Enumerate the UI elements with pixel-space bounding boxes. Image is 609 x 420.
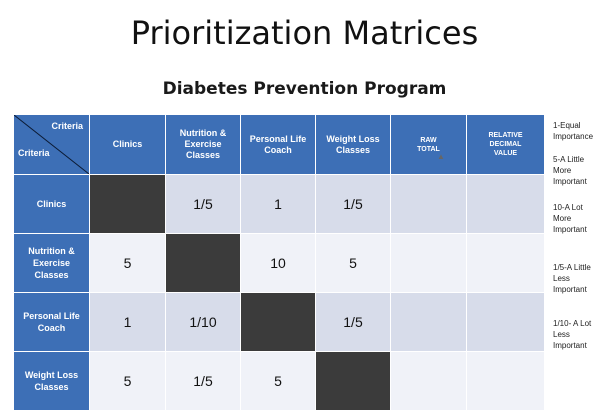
- mouse-cursor-icon: ▲: [437, 152, 445, 161]
- column-header-raw-total: RAW TOTAL: [390, 114, 467, 175]
- corner-label-columns: Criteria: [51, 121, 83, 131]
- relative-value-cell: [466, 233, 545, 293]
- table-row: Personal Life Coach 1 1/10 1/5: [13, 292, 545, 352]
- raw-total-cell: [390, 233, 467, 293]
- diagonal-cell: [89, 174, 166, 234]
- matrix-cell: 10: [240, 233, 316, 293]
- matrix-cell: 5: [240, 351, 316, 411]
- legend-item: 1/5-A Little Less Important: [553, 263, 591, 294]
- prioritization-matrix-table: Criteria Criteria Clinics Nutrition & Exe…: [13, 114, 545, 411]
- legend-item: 1/10- A Lot Less Important: [553, 319, 592, 350]
- legend-item: 1-Equal Importance: [553, 121, 594, 141]
- matrix-cell: 5: [315, 233, 391, 293]
- raw-total-cell: [390, 292, 467, 352]
- raw-total-cell: [390, 351, 467, 411]
- table-row: Weight Loss Classes 5 1/5 5: [13, 351, 545, 411]
- row-header-label: Weight Loss Classes: [24, 370, 79, 392]
- column-header-label: RAW TOTAL: [417, 136, 440, 153]
- table-row: Clinics 1/5 1 1/5: [13, 174, 545, 234]
- matrix-cell: 1: [240, 174, 316, 234]
- column-header-relative-decimal: RELATIVE DECIMAL VALUE: [466, 114, 545, 175]
- column-header-clinics: Clinics: [89, 114, 166, 175]
- matrix-cell: 1/10: [165, 292, 241, 352]
- diagonal-cell: [315, 351, 391, 411]
- matrix-cell: 1/5: [315, 174, 391, 234]
- row-header-label: Clinics: [36, 199, 67, 209]
- matrix-cell: 1/5: [165, 174, 241, 234]
- matrix-cell: 5: [89, 351, 166, 411]
- column-header-nutrition-exercise: Nutrition & Exercise Classes: [165, 114, 241, 175]
- diagonal-cell: [240, 292, 316, 352]
- column-header-weight-loss: Weight Loss Classes: [315, 114, 391, 175]
- matrix-cell: 5: [89, 233, 166, 293]
- column-header-label: Clinics: [112, 139, 143, 149]
- table-row: Nutrition & Exercise Classes 5 10 5: [13, 233, 545, 293]
- row-header-clinics: Clinics: [13, 174, 90, 234]
- row-header-label: Nutrition & Exercise Classes: [28, 246, 75, 280]
- relative-value-cell: [466, 292, 545, 352]
- column-header-label: Personal Life Coach: [249, 133, 307, 155]
- matrix-cell: 1: [89, 292, 166, 352]
- relative-value-cell: [466, 351, 545, 411]
- column-header-label: Weight Loss Classes: [326, 133, 380, 155]
- row-header-nutrition-exercise: Nutrition & Exercise Classes: [13, 233, 90, 293]
- raw-total-cell: [390, 174, 467, 234]
- slide-subtitle: Diabetes Prevention Program: [162, 79, 447, 99]
- column-header-label: RELATIVE DECIMAL VALUE: [488, 132, 523, 157]
- criteria-corner-cell: Criteria Criteria: [13, 114, 90, 175]
- corner-label-rows: Criteria: [18, 148, 50, 158]
- slide-title: Prioritization Matrices: [130, 14, 479, 52]
- legend-item: 10-A Lot More Important: [553, 203, 587, 234]
- diagonal-divider: [14, 115, 89, 174]
- matrix-cell: 1/5: [315, 292, 391, 352]
- row-header-weight-loss: Weight Loss Classes: [13, 351, 90, 411]
- column-header-personal-life-coach: Personal Life Coach: [240, 114, 316, 175]
- column-header-label: Nutrition & Exercise Classes: [179, 128, 227, 160]
- row-header-label: Personal Life Coach: [23, 311, 80, 333]
- legend-item: 5-A Little More Important: [553, 155, 587, 186]
- header-row: Criteria Criteria Clinics Nutrition & Exe…: [13, 114, 545, 175]
- diagonal-cell: [165, 233, 241, 293]
- relative-value-cell: [466, 174, 545, 234]
- matrix-cell: 1/5: [165, 351, 241, 411]
- row-header-personal-life-coach: Personal Life Coach: [13, 292, 90, 352]
